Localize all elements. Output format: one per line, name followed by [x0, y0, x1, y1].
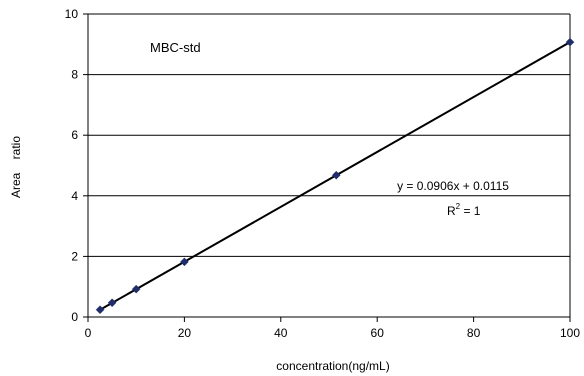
r-squared-label: R2 = 1: [447, 202, 481, 218]
x-tick-label-40: 40: [274, 326, 288, 340]
data-points: [95, 37, 575, 315]
axes: [87, 13, 571, 318]
data-point: [180, 257, 189, 267]
series-label: MBC-std: [150, 40, 201, 55]
data-point: [131, 284, 141, 294]
y-tick-label-8: 8: [71, 68, 78, 82]
regression-equation: y = 0.0906x + 0.0115: [397, 179, 509, 193]
x-tick-label-0: 0: [85, 326, 92, 340]
y-tick-label-0: 0: [71, 310, 78, 324]
x-tick-label-20: 20: [178, 326, 192, 340]
r-squared-exponent: 2: [456, 202, 461, 211]
y-tick-label-6: 6: [71, 128, 78, 142]
tick-marks: [83, 13, 571, 322]
data-point: [107, 298, 117, 308]
y-tick-label-4: 4: [71, 189, 78, 203]
y-tick-label-10: 10: [65, 7, 79, 21]
x-tick-label-100: 100: [560, 326, 580, 340]
y-tick-labels: 0 2 4 6 8 10: [65, 7, 79, 324]
data-point: [95, 305, 105, 315]
data-point: [331, 170, 341, 180]
data-point: [565, 37, 575, 47]
r-squared-value: = 1: [460, 204, 481, 218]
y-axis-title: Area ratio: [9, 136, 23, 198]
r-squared-letter: R: [447, 204, 456, 218]
y-tick-label-2: 2: [71, 249, 78, 263]
x-tick-labels: 0 20 40 60 80 100: [85, 326, 581, 340]
x-tick-label-60: 60: [371, 326, 385, 340]
x-axis-title: concentration(ng/mL): [276, 359, 389, 373]
x-tick-label-80: 80: [467, 326, 481, 340]
